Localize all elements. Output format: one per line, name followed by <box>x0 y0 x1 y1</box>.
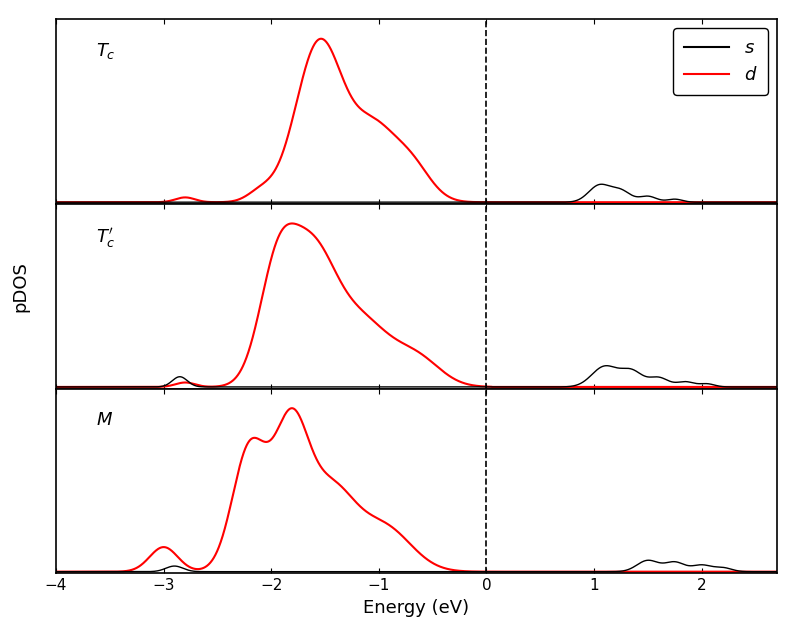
Legend: $s$, $d$: $s$, $d$ <box>673 28 768 95</box>
Text: $T_c'$: $T_c'$ <box>96 226 115 250</box>
Text: $M$: $M$ <box>96 411 113 429</box>
Text: $T_c$: $T_c$ <box>96 41 115 61</box>
X-axis label: Energy (eV): Energy (eV) <box>364 599 469 617</box>
Text: pDOS: pDOS <box>11 261 29 312</box>
